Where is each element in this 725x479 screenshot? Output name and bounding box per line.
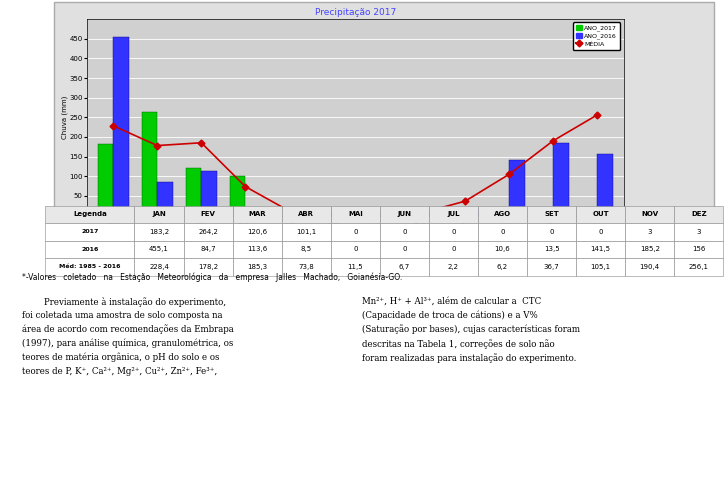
Bar [581, 215, 597, 216]
Bar [186, 168, 202, 216]
Text: *-Valores   coletado   na   Estação   Meteorológica   da   empresa   Jalles   Ma: *-Valores coletado na Estação Meteorológ… [22, 272, 402, 282]
Bar [538, 215, 553, 216]
Bar [465, 210, 481, 216]
Bar [421, 211, 436, 216]
X-axis label: Mês: Mês [347, 228, 363, 238]
Y-axis label: Chuva (mm): Chuva (mm) [62, 96, 68, 139]
Text: Previamente à instalação do experimento,
foi coletada uma amostra de solo compos: Previamente à instalação do experimento,… [22, 297, 233, 376]
Bar [509, 160, 525, 216]
Bar [553, 143, 568, 216]
Bar [202, 171, 217, 216]
Bar [157, 182, 173, 216]
FancyBboxPatch shape [54, 2, 714, 268]
Bar [113, 37, 129, 216]
Bar [98, 144, 113, 216]
Bar [230, 176, 245, 216]
Bar [142, 112, 157, 216]
Text: Mn²⁺, H⁺ + Al³⁺, além de calcular a  CTC
(Capacidade de troca de cátions) e a V%: Mn²⁺, H⁺ + Al³⁺, além de calcular a CTC … [362, 297, 581, 364]
Bar [597, 154, 613, 216]
Bar [245, 212, 261, 216]
Legend: ANO_2017, ANO_2016, MÉDIA: ANO_2017, ANO_2016, MÉDIA [573, 23, 621, 50]
Title: Precipitação 2017: Precipitação 2017 [315, 8, 396, 17]
